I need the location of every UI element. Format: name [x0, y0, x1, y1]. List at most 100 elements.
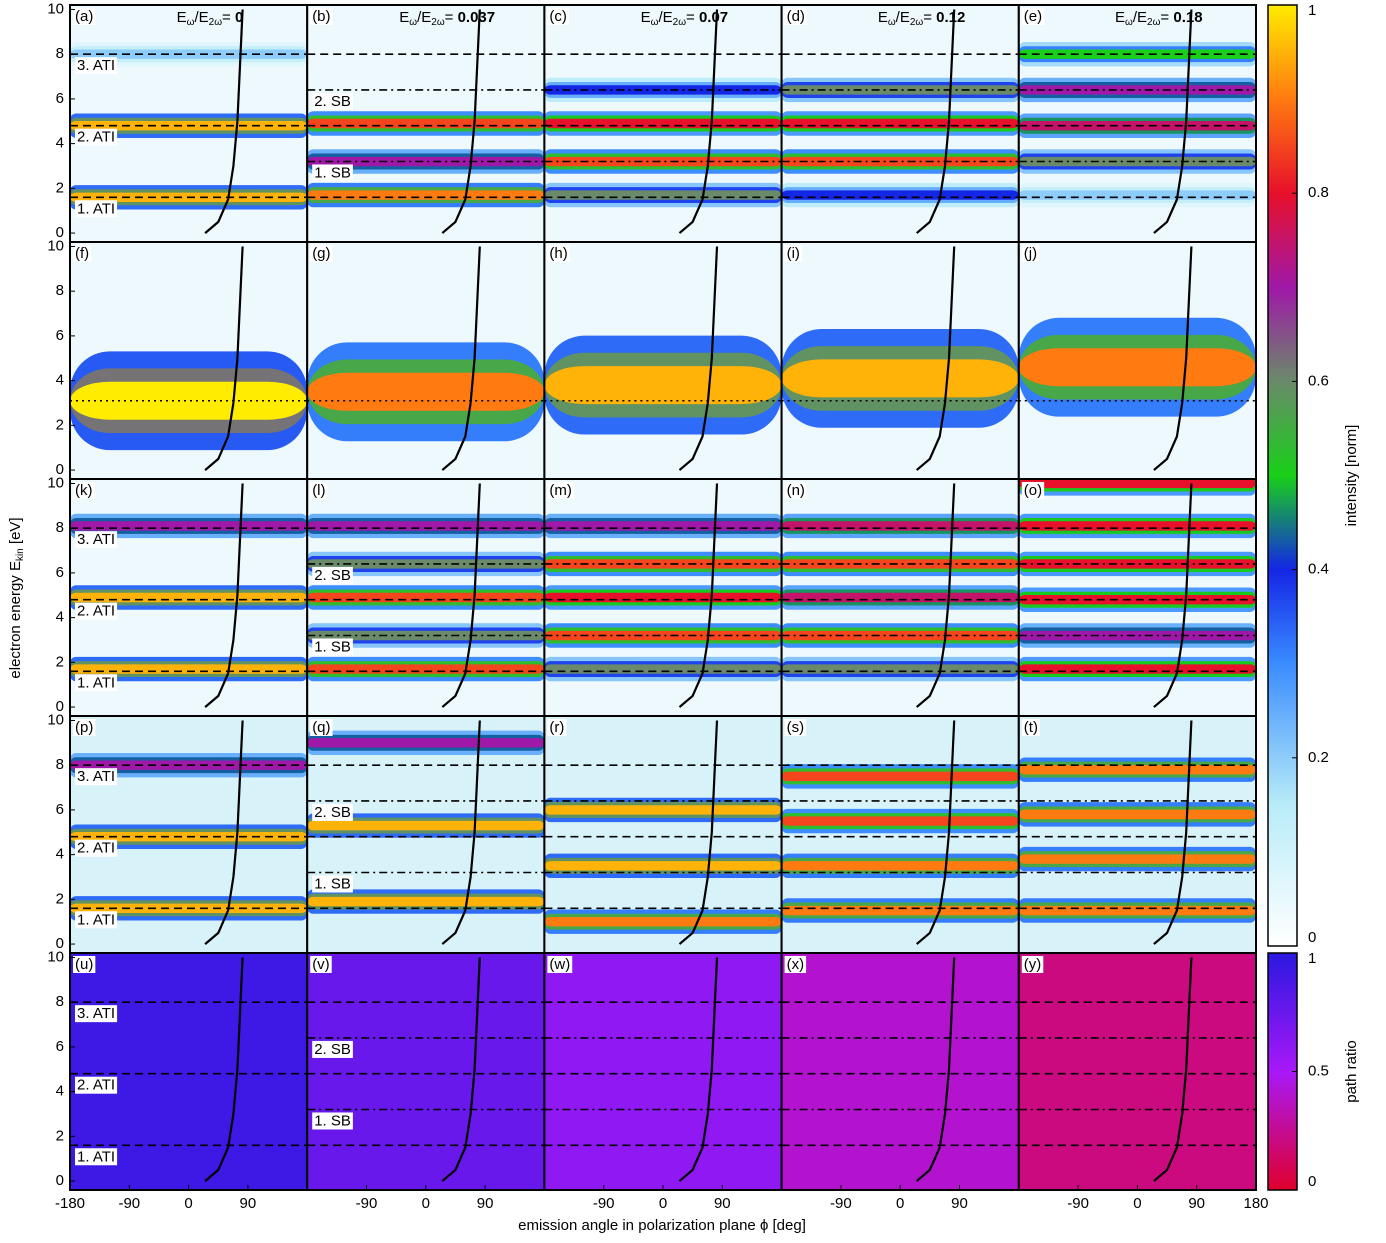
ratio-part: 2ω [431, 17, 445, 28]
x-tick-label: 0 [1133, 1195, 1141, 1212]
ratio-value: 0.18 [1173, 9, 1202, 26]
line-label: 2. ATI [77, 1077, 115, 1094]
ratio-part: /E [896, 9, 910, 26]
band [782, 772, 1019, 781]
band [1019, 906, 1256, 915]
y-tick-label: 10 [47, 948, 64, 965]
ratio-part: = [222, 9, 235, 26]
band [1019, 664, 1256, 673]
ratio-part: E [878, 9, 888, 26]
x-tick-label: 0 [184, 1195, 192, 1212]
y-tick-label: 6 [56, 327, 64, 344]
y-tick-label: 10 [47, 237, 64, 254]
y-tick-label: 4 [56, 846, 64, 863]
y-tick-label: 4 [56, 372, 64, 389]
ratio-part: = [923, 9, 936, 26]
y-tick-label: 8 [56, 45, 64, 62]
line-label: 2. ATI [77, 129, 115, 146]
band [782, 664, 1019, 673]
panel-label: (o) [1024, 482, 1042, 499]
line-label: 1. ATI [77, 1148, 115, 1165]
y-tick-label: 2 [56, 653, 64, 670]
line-label: 2. SB [314, 804, 351, 821]
line-label: 3. ATI [77, 1005, 115, 1022]
ratio-part: E [641, 9, 651, 26]
x-tick-label: 0 [422, 1195, 430, 1212]
y-tick-label: 6 [56, 90, 64, 107]
band [70, 593, 307, 602]
colorbar [1268, 5, 1297, 946]
band [307, 593, 544, 602]
ratio-part: /E [1133, 9, 1147, 26]
ratio-field [1019, 953, 1256, 1190]
band [1019, 348, 1256, 386]
band [782, 906, 1019, 915]
ratio-part: = [445, 9, 458, 26]
ratio-part: = [686, 9, 699, 26]
ratio-part: /E [194, 9, 208, 26]
panel-label: (m) [549, 482, 572, 499]
panel-label: (d) [787, 8, 805, 25]
line-label: 2. ATI [77, 840, 115, 857]
x-tick-label: -90 [593, 1195, 615, 1212]
y-tick-label: 2 [56, 416, 64, 433]
line-label: 1. SB [314, 164, 351, 181]
panel: (f) [70, 242, 307, 479]
band [544, 805, 781, 814]
panel: (h) [544, 242, 781, 479]
x-tick-label: 0 [896, 1195, 904, 1212]
y-tick-label: 2 [56, 890, 64, 907]
y-axis-title: electron energy Ekin [eV] [7, 517, 26, 678]
band [1019, 810, 1256, 819]
panel-label: (k) [75, 482, 93, 499]
line-label: 1. SB [314, 875, 351, 892]
panel-label: (n) [787, 482, 805, 499]
panel-label: (g) [312, 245, 330, 262]
ratio-part: E [399, 9, 409, 26]
band [307, 373, 544, 411]
y-tick-label: 6 [56, 801, 64, 818]
y-tick-label: 4 [56, 135, 64, 152]
x-tick-label: 180 [1243, 1195, 1268, 1212]
figure: emission angle in polarization plane ϕ [… [0, 0, 1386, 1243]
panel: (w) [544, 953, 781, 1190]
panel-label: (w) [549, 956, 570, 973]
panel: (d) [782, 5, 1019, 242]
ratio-part: E [177, 9, 187, 26]
x-tick-label: -90 [118, 1195, 140, 1212]
panel: 1. SB2. SB(l) [307, 479, 544, 716]
panel-label: (r) [549, 719, 564, 736]
band [70, 521, 307, 530]
panel: 1. SB 2. SB (q) [307, 716, 544, 953]
panel-label: (q) [312, 719, 330, 736]
ratio-field [782, 953, 1019, 1190]
panel: 1. ATI2. ATI3. ATI(k) [70, 479, 307, 716]
panel: (c) [544, 5, 781, 242]
band [307, 190, 544, 199]
panel: 1. SB2. SB(v) [307, 953, 544, 1190]
panel: (e) [1019, 5, 1256, 242]
colorbar-tick-label: 0.6 [1308, 372, 1329, 389]
panel: (y) [1019, 953, 1256, 1190]
band [544, 119, 781, 128]
colorbar-tick-label: 0 [1308, 929, 1316, 946]
band [307, 821, 544, 830]
panel: (m) [544, 479, 781, 716]
band [1019, 765, 1256, 774]
y-tick-label: 8 [56, 993, 64, 1010]
line-label: 2. ATI [77, 603, 115, 620]
x-tick-label: 90 [951, 1195, 968, 1212]
x-tick-label: 90 [477, 1195, 494, 1212]
panel-label: (l) [312, 482, 325, 499]
y-tick-label: 10 [47, 711, 64, 728]
band [1019, 521, 1256, 530]
y-tick-label: 6 [56, 564, 64, 581]
ratio-part: ω [651, 17, 659, 28]
band [1019, 479, 1256, 488]
ratio-part: ω [888, 17, 896, 28]
panel-label: (f) [75, 245, 89, 262]
ratio-value: 0 [235, 9, 243, 26]
line-label: 2. SB [314, 93, 351, 110]
panel: (t) [1019, 716, 1256, 953]
ratio-part: /E [658, 9, 672, 26]
